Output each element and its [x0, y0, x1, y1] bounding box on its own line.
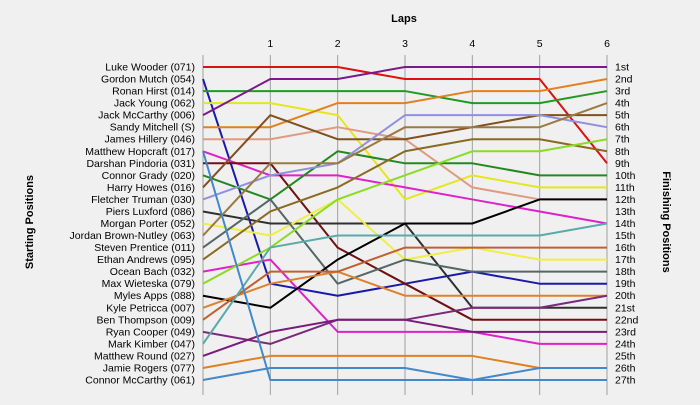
x-tick-label: 1	[267, 38, 273, 50]
driver-label: Matthew Hopcraft (017)	[85, 146, 195, 158]
finishing-position-label: 26th	[615, 362, 636, 374]
driver-label: Harry Howes (016)	[107, 182, 195, 194]
x-tick-label: 6	[604, 38, 610, 50]
driver-label: Ocean Bach (032)	[110, 266, 195, 278]
series-line-25	[202, 318, 607, 357]
finishing-position-label: 15th	[615, 230, 636, 242]
series-line-6	[203, 78, 608, 129]
finishing-position-label: 18th	[615, 266, 636, 278]
finishing-position-label: 8th	[615, 146, 630, 158]
finishing-position-label: 17th	[615, 254, 636, 266]
driver-label: Jack McCarthy (006)	[98, 110, 195, 122]
driver-label: Piers Luxford (086)	[106, 206, 195, 218]
starting-position-labels: Luke Wooder (071)Gordon Mutch (054)Ronan…	[70, 62, 195, 387]
driver-label: Ronan Hirst (014)	[112, 86, 195, 98]
finishing-position-label: 11th	[615, 182, 635, 194]
driver-label: Jordan Brown-Nutley (063)	[70, 230, 195, 242]
driver-label: Max Wieteska (079)	[102, 278, 195, 290]
driver-label: Kyle Petricca (007)	[106, 302, 195, 314]
driver-label: Ethan Andrews (095)	[97, 254, 195, 266]
left-axis-title: Starting Positions	[24, 175, 36, 269]
series-lines	[202, 66, 608, 381]
driver-label: Connor McCarthy (061)	[85, 375, 195, 387]
series-line-28	[202, 150, 607, 381]
x-tick-label: 4	[469, 38, 475, 50]
series-line-3	[203, 90, 608, 105]
driver-label: Fletcher Truman (030)	[91, 194, 195, 206]
finishing-position-label: 16th	[615, 242, 636, 254]
series-line-24	[202, 222, 608, 345]
finishing-position-label: 1st	[615, 62, 629, 74]
series-line-22	[202, 246, 607, 321]
finishing-position-label: 27th	[615, 375, 636, 387]
x-tick-label: 3	[402, 38, 408, 50]
finishing-position-label: 23rd	[615, 326, 636, 338]
right-axis-title: Finishing Positions	[660, 171, 672, 272]
finishing-position-label: 19th	[615, 278, 636, 290]
finishing-position-label: 21st	[615, 302, 635, 314]
finishing-position-label: 5th	[615, 110, 630, 122]
driver-label: Ryan Cooper (049)	[106, 326, 195, 338]
series-line-27	[202, 366, 607, 381]
grid	[202, 55, 608, 395]
x-tick-label: 2	[335, 38, 341, 50]
finishing-position-label: 14th	[615, 218, 636, 230]
series-line-12	[202, 114, 608, 201]
series-line-21	[202, 270, 607, 309]
series-line-17	[202, 138, 608, 261]
finishing-position-label: 3rd	[615, 86, 630, 98]
finishing-position-label: 4th	[615, 98, 630, 110]
finishing-position-label: 6th	[615, 122, 630, 134]
driver-label: Sandy Mitchell (S)	[110, 122, 195, 134]
finishing-position-label: 2nd	[615, 74, 633, 86]
x-tick-label: 5	[537, 38, 543, 50]
series-line-4	[203, 102, 607, 201]
finishing-position-label: 12th	[615, 194, 636, 206]
driver-label: Myles Apps (088)	[114, 290, 195, 302]
finishing-position-label: 10th	[615, 170, 636, 182]
driver-label: Steven Prentice (011)	[94, 242, 195, 254]
driver-label: Mark Kimber (047)	[108, 338, 195, 350]
finishing-position-label: 25th	[615, 350, 636, 362]
finishing-position-label: 9th	[615, 158, 630, 170]
driver-label: Gordon Mutch (054)	[101, 74, 195, 86]
series-line-5	[202, 66, 607, 117]
driver-label: Connor Grady (020)	[102, 170, 195, 182]
series-line-18	[202, 258, 607, 345]
finishing-position-label: 7th	[615, 134, 630, 146]
driver-label: Luke Wooder (071)	[105, 62, 195, 74]
finishing-position-label: 13th	[615, 206, 636, 218]
series-line-15	[202, 102, 608, 237]
driver-label: Morgan Porter (052)	[100, 218, 195, 230]
driver-label: Jack Young (062)	[114, 98, 195, 110]
series-line-16	[202, 198, 607, 285]
driver-label: Darshan Pindoria (031)	[86, 158, 195, 170]
finishing-position-label: 22nd	[615, 314, 639, 326]
driver-label: Matthew Round (027)	[94, 350, 195, 362]
x-tick-labels: 1 2 3 4 5 6	[267, 38, 610, 50]
x-axis-title: Laps	[391, 13, 417, 25]
finishing-position-label: 20th	[615, 290, 636, 302]
finishing-position-labels: 1st2nd3rd4th5th6th7th8th9th10th11th12th1…	[615, 62, 639, 387]
driver-label: Ben Thompson (009)	[97, 314, 195, 326]
finishing-position-label: 24th	[615, 338, 636, 350]
driver-label: James Hillery (046)	[105, 134, 195, 146]
driver-label: Jamie Rogers (077)	[103, 362, 195, 374]
series-line-1	[203, 66, 608, 164]
series-line-20	[202, 198, 607, 309]
